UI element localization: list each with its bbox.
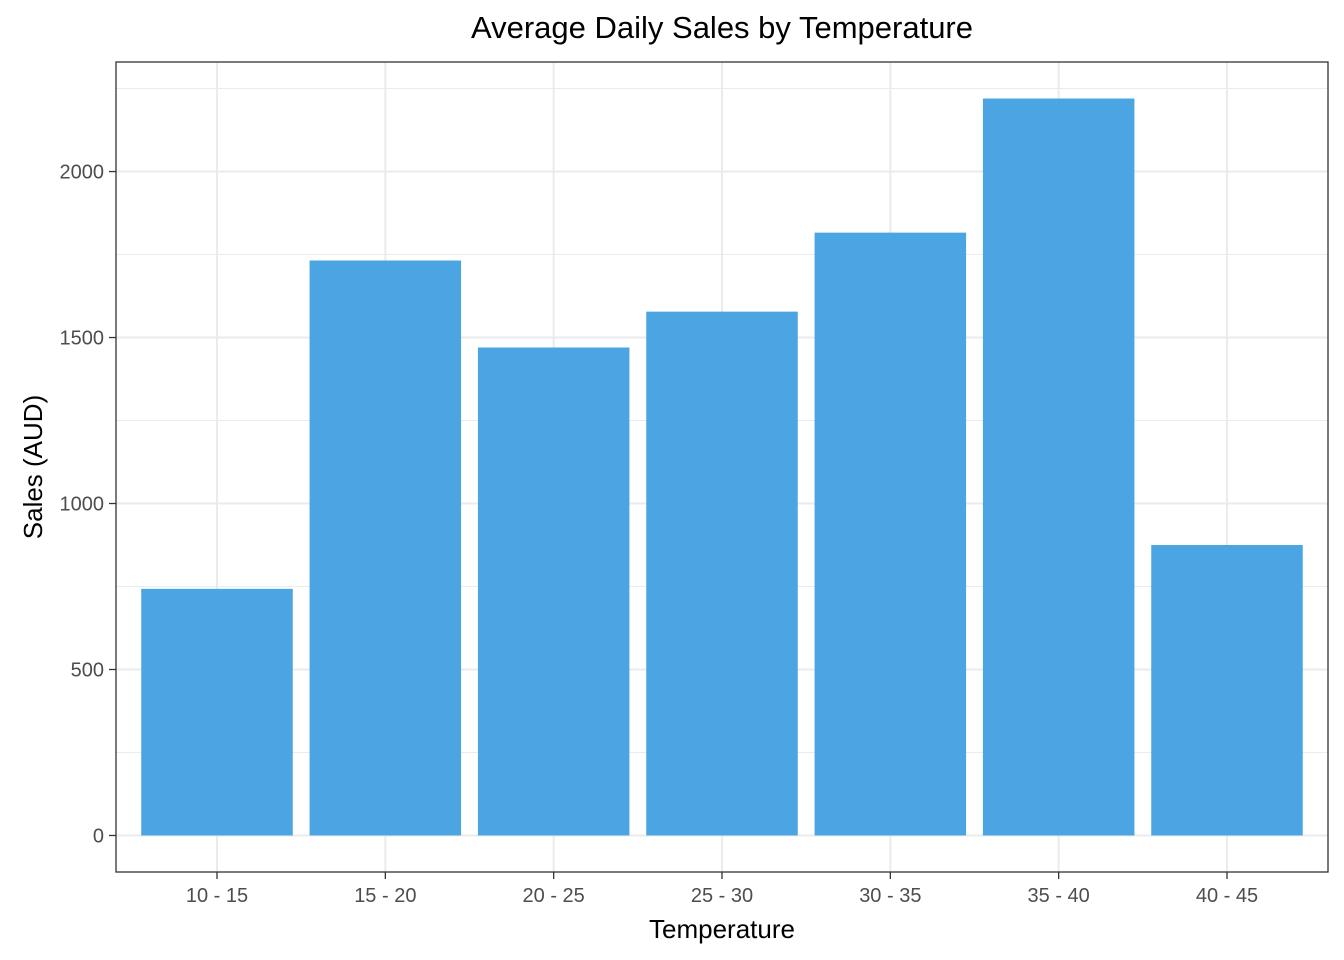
y-axis: 0 500 1000 1500 2000 [60,162,116,847]
y-tick-label: 0 [93,825,104,847]
bars [141,98,1303,836]
x-tick-label: 25 - 30 [691,885,753,907]
bar-20-25 [477,347,630,836]
bar-40-45 [1151,545,1303,836]
bar-10-15 [141,588,293,836]
y-tick-label: 1500 [60,328,105,350]
bar-25-30 [646,311,798,836]
bar-15-20 [309,260,462,836]
x-tick-label: 10 - 15 [186,885,248,907]
bar-35-40 [982,98,1135,836]
y-axis-title: Sales (AUD) [18,395,48,539]
x-tick-label: 30 - 35 [859,885,921,907]
x-axis-title: Temperature [649,914,795,944]
x-tick-label: 15 - 20 [354,885,416,907]
y-tick-label: 500 [71,660,104,682]
bar-30-35 [814,232,967,836]
y-tick-label: 1000 [60,494,105,516]
x-tick-label: 35 - 40 [1028,885,1090,907]
x-axis: 10 - 15 15 - 20 20 - 25 25 - 30 30 - 35 35 - … [186,872,1258,907]
y-tick-label: 2000 [60,162,105,184]
chart-title: Average Daily Sales by Temperature [471,10,973,45]
x-tick-label: 20 - 25 [523,885,585,907]
x-tick-label: 40 - 45 [1196,885,1258,907]
